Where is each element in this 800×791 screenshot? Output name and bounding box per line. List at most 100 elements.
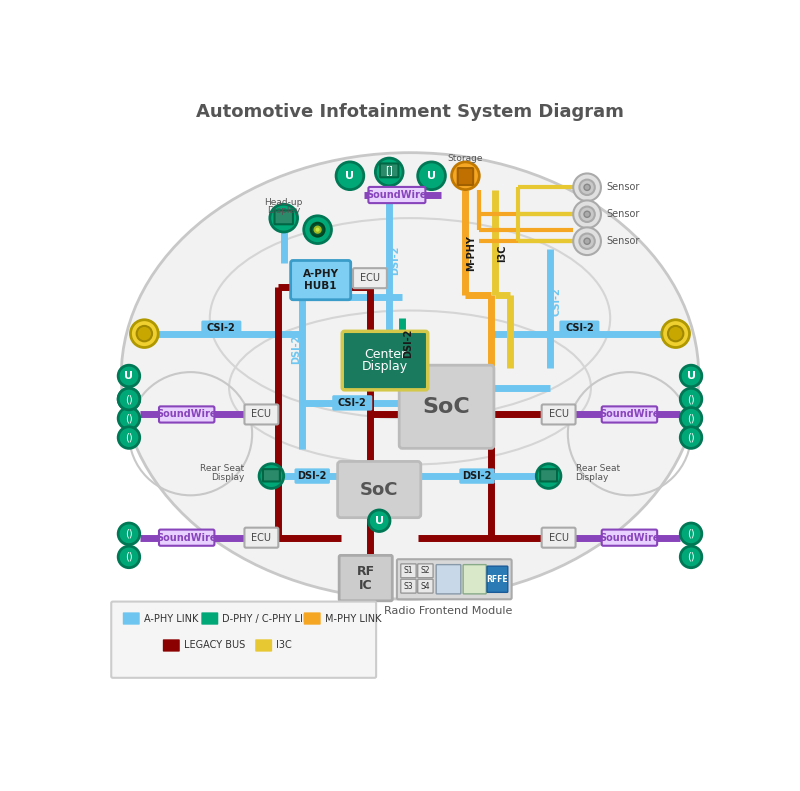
Text: DSI-2: DSI-2 (298, 471, 327, 481)
FancyBboxPatch shape (255, 639, 272, 652)
Text: (): () (687, 552, 695, 562)
Circle shape (584, 211, 590, 218)
FancyBboxPatch shape (245, 528, 278, 547)
FancyBboxPatch shape (458, 168, 473, 185)
Text: []: [] (386, 165, 393, 176)
FancyBboxPatch shape (380, 164, 398, 177)
FancyBboxPatch shape (163, 639, 180, 652)
Text: CSI-2: CSI-2 (207, 324, 236, 333)
Circle shape (369, 510, 390, 532)
Circle shape (574, 173, 601, 201)
Text: I3C: I3C (497, 244, 506, 262)
FancyBboxPatch shape (459, 468, 494, 484)
Text: U: U (125, 371, 134, 381)
Text: ECU: ECU (251, 532, 271, 543)
Text: ECU: ECU (549, 532, 569, 543)
FancyBboxPatch shape (399, 365, 494, 448)
Text: M-PHY: M-PHY (466, 235, 477, 271)
FancyBboxPatch shape (542, 528, 575, 547)
FancyBboxPatch shape (338, 461, 421, 517)
Circle shape (680, 546, 702, 568)
Text: SoundWire: SoundWire (599, 532, 660, 543)
FancyBboxPatch shape (418, 564, 433, 577)
Text: S3: S3 (404, 581, 414, 591)
Text: D-PHY / C-PHY LINK: D-PHY / C-PHY LINK (222, 614, 317, 623)
Circle shape (270, 204, 298, 232)
Circle shape (336, 162, 364, 190)
Text: Storage: Storage (448, 153, 483, 163)
Circle shape (118, 546, 140, 568)
Circle shape (451, 162, 479, 190)
Text: A-PHY LINK: A-PHY LINK (143, 614, 198, 623)
Circle shape (118, 407, 140, 429)
Text: Sensor: Sensor (606, 210, 640, 219)
Text: SoC: SoC (360, 481, 398, 498)
FancyBboxPatch shape (304, 612, 321, 625)
Text: LEGACY BUS: LEGACY BUS (184, 641, 245, 650)
Text: Center: Center (364, 348, 406, 361)
Text: (): () (125, 433, 133, 443)
FancyBboxPatch shape (540, 469, 557, 482)
Text: SoC: SoC (422, 397, 470, 417)
FancyBboxPatch shape (263, 469, 280, 482)
Text: (): () (687, 394, 695, 404)
Text: S1: S1 (404, 566, 414, 575)
Text: A-PHY: A-PHY (302, 269, 338, 279)
FancyBboxPatch shape (602, 530, 657, 546)
Text: (): () (125, 394, 133, 404)
Text: ECU: ECU (251, 410, 271, 419)
FancyBboxPatch shape (202, 320, 242, 336)
FancyBboxPatch shape (274, 210, 293, 225)
Text: SoundWire: SoundWire (157, 410, 217, 419)
Text: Sensor: Sensor (606, 182, 640, 192)
Circle shape (680, 523, 702, 544)
FancyBboxPatch shape (401, 579, 416, 593)
Text: S2: S2 (421, 566, 430, 575)
Ellipse shape (122, 153, 698, 600)
FancyBboxPatch shape (202, 612, 218, 625)
Text: CSI-2: CSI-2 (338, 398, 366, 408)
Circle shape (418, 162, 446, 190)
Circle shape (118, 523, 140, 544)
FancyBboxPatch shape (436, 565, 461, 594)
Text: RFFE: RFFE (486, 575, 508, 584)
Text: DSI-2: DSI-2 (291, 335, 301, 364)
FancyBboxPatch shape (559, 320, 599, 336)
Text: U: U (686, 371, 695, 381)
Text: IC: IC (359, 578, 373, 592)
Circle shape (375, 158, 403, 186)
Text: Display: Display (267, 206, 301, 215)
Text: S4: S4 (421, 581, 430, 591)
Text: Display: Display (575, 473, 609, 482)
Circle shape (584, 184, 590, 191)
Circle shape (118, 388, 140, 410)
Text: DSI-2: DSI-2 (462, 471, 492, 481)
Text: CSI-2: CSI-2 (206, 321, 237, 331)
FancyBboxPatch shape (487, 566, 508, 592)
Circle shape (579, 233, 595, 249)
Circle shape (574, 227, 601, 255)
Circle shape (304, 216, 331, 244)
Text: U: U (427, 171, 436, 181)
Text: M-PHY LINK: M-PHY LINK (325, 614, 381, 623)
Text: Sensor: Sensor (606, 237, 640, 246)
Text: Radio Frontend Module: Radio Frontend Module (384, 606, 513, 616)
Text: CSI-2: CSI-2 (565, 324, 594, 333)
Text: (): () (687, 414, 695, 423)
FancyBboxPatch shape (159, 407, 214, 422)
Circle shape (118, 388, 140, 410)
Circle shape (118, 427, 140, 448)
FancyBboxPatch shape (369, 187, 426, 203)
Text: DSI-2: DSI-2 (403, 329, 414, 358)
FancyBboxPatch shape (111, 602, 376, 678)
FancyBboxPatch shape (397, 559, 512, 600)
FancyBboxPatch shape (245, 404, 278, 425)
Text: U: U (346, 171, 354, 181)
FancyBboxPatch shape (159, 530, 214, 546)
FancyBboxPatch shape (418, 579, 433, 593)
FancyBboxPatch shape (294, 468, 330, 484)
Text: SoundWire: SoundWire (599, 410, 660, 419)
Circle shape (579, 206, 595, 222)
Text: (): () (125, 552, 133, 562)
Circle shape (680, 388, 702, 410)
